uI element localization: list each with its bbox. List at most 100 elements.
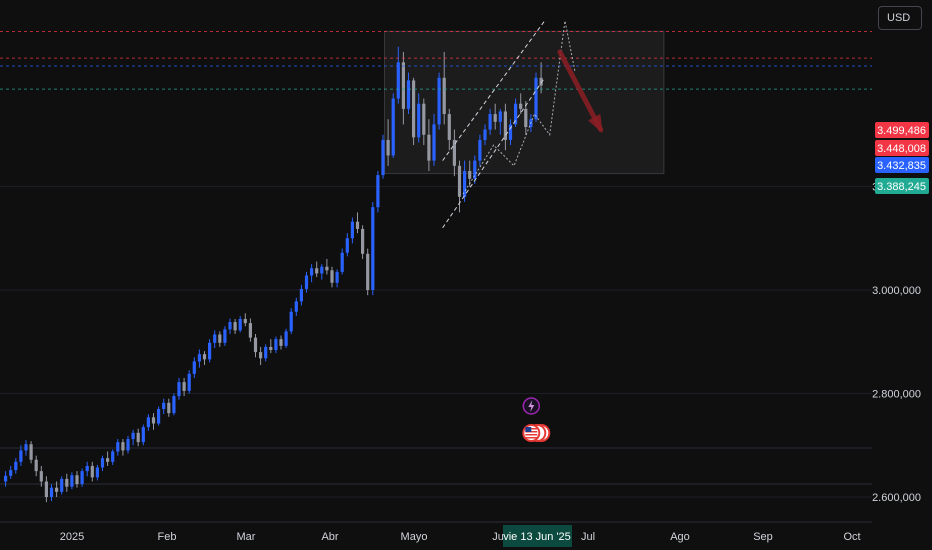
- cursor-date-bg: [503, 525, 572, 547]
- us-flag-icon[interactable]: [522, 424, 551, 442]
- x-tick-label-9: Oct: [843, 531, 860, 543]
- candle-36: [187, 370, 191, 394]
- candle-4: [24, 440, 28, 456]
- cursor-date-label: vie 13 Jun '25: [503, 525, 572, 547]
- range-box[interactable]: [384, 30, 665, 175]
- y-tick-label-4: 2.800,000: [872, 389, 921, 401]
- candle-75: [386, 119, 390, 166]
- candle-38: [197, 349, 201, 368]
- price-badge-3: 3.388,245: [875, 178, 929, 194]
- price-lines: [0, 31, 872, 90]
- candle-23: [121, 439, 125, 456]
- candle-43: [223, 326, 227, 346]
- candle-102: [524, 101, 528, 135]
- candle-25: [131, 429, 135, 446]
- candle-40: [208, 339, 212, 363]
- candle-81: [417, 93, 421, 143]
- candle-22: [116, 439, 120, 456]
- candle-59: [304, 271, 309, 293]
- candle-54: [279, 335, 283, 350]
- candle-34: [177, 377, 181, 400]
- candle-100: [514, 98, 518, 127]
- candle-56: [289, 308, 293, 334]
- candle-92: [473, 155, 477, 184]
- channel-lower-line[interactable]: [442, 77, 546, 229]
- projection-zigzag[interactable]: [462, 20, 576, 195]
- candle-64: [330, 266, 334, 288]
- projection-arrow[interactable]: [557, 49, 604, 134]
- candle-15: [80, 468, 84, 487]
- candle-0: [4, 471, 8, 487]
- candle-66: [340, 248, 344, 275]
- candle-68: [350, 217, 354, 244]
- candle-39: [202, 351, 207, 366]
- candle-49: [253, 333, 258, 358]
- candle-95: [488, 108, 492, 135]
- price-badge-label-1: 3.448,008: [877, 143, 926, 155]
- candle-41: [213, 330, 217, 348]
- candle-60: [310, 264, 314, 283]
- time-axis[interactable]: 2025 Feb Mar Abr Mayo Ju Jul Ago Sep Oct: [60, 531, 861, 543]
- candles: [4, 46, 543, 503]
- candle-8: [44, 476, 48, 503]
- arrow-shaft[interactable]: [557, 49, 604, 133]
- candle-14: [75, 471, 79, 488]
- price-badge-label-0: 3.499,486: [877, 125, 926, 137]
- event-markers[interactable]: [522, 397, 551, 442]
- candle-33: [172, 393, 176, 416]
- ascending-channel[interactable]: [442, 20, 576, 229]
- candle-86: [442, 51, 446, 125]
- arrow-head[interactable]: [587, 113, 603, 134]
- candle-97: [498, 108, 502, 135]
- candle-52: [269, 339, 273, 354]
- candle-98: [503, 103, 507, 151]
- candle-67: [345, 233, 349, 257]
- x-tick-label-4: Mayo: [401, 531, 428, 543]
- candle-9: [49, 484, 54, 502]
- candle-85: [437, 72, 441, 130]
- price-badge-label-3: 3.388,245: [877, 181, 926, 193]
- candle-31: [162, 398, 166, 415]
- candle-87: [447, 108, 451, 151]
- cursor-date-text: vie 13 Jun '25: [503, 531, 571, 543]
- candle-80: [412, 77, 416, 146]
- candle-65: [335, 269, 339, 288]
- candle-50: [259, 346, 263, 366]
- currency-button[interactable]: USD: [878, 6, 922, 30]
- channel-upper-line[interactable]: [442, 20, 546, 161]
- price-badge-1: 3.448,008: [875, 140, 929, 156]
- candle-93: [478, 134, 482, 166]
- candle-37: [192, 357, 196, 378]
- candle-42: [218, 331, 222, 347]
- candle-105: [539, 62, 543, 94]
- candle-62: [320, 264, 324, 280]
- price-badge-label-2: 3.432,835: [877, 160, 926, 172]
- candle-69: [355, 212, 360, 234]
- lightning-icon[interactable]: [522, 397, 541, 415]
- candle-48: [248, 318, 252, 342]
- y-tick-label-5: 2.600,000: [872, 492, 921, 504]
- x-tick-label-2: Mar: [237, 531, 256, 543]
- candle-7: [39, 465, 43, 487]
- candle-76: [391, 93, 395, 159]
- y-tick-label-3: 3.000,000: [872, 285, 921, 297]
- x-tick-label-7: Ago: [670, 531, 690, 543]
- candle-3: [19, 445, 23, 466]
- candle-2: [14, 458, 18, 474]
- candle-5: [29, 441, 33, 464]
- candle-72: [371, 202, 375, 296]
- grid-lines: [0, 186, 872, 498]
- candle-77: [396, 46, 400, 104]
- candle-55: [284, 328, 288, 348]
- candle-16: [85, 461, 89, 477]
- candle-47: [243, 313, 247, 327]
- x-tick-label-8: Sep: [753, 531, 773, 543]
- candle-79: [406, 72, 411, 115]
- candle-17: [90, 461, 94, 482]
- candle-28: [146, 414, 150, 431]
- candle-74: [381, 134, 385, 179]
- candle-83: [427, 119, 431, 171]
- candle-11: [60, 476, 64, 495]
- candle-61: [315, 261, 319, 278]
